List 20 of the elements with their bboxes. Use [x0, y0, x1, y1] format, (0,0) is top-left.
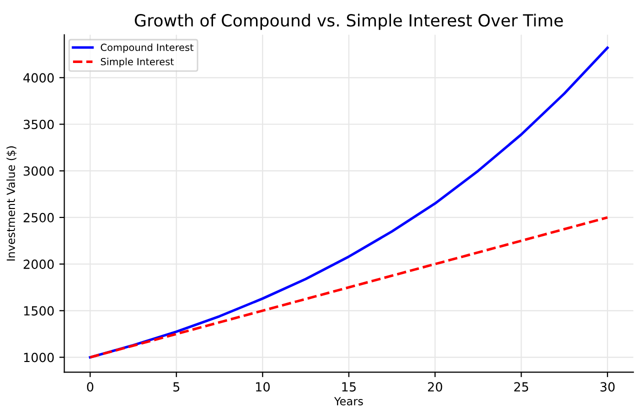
y-axis-title: Investment Value ($) — [6, 146, 17, 261]
x-tick-label: 20 — [428, 382, 442, 392]
y-tick-label: 2000 — [24, 260, 54, 269]
y-tick-label: 1500 — [24, 306, 54, 316]
line-series — [88, 216, 609, 359]
x-tick-label: 25 — [514, 382, 528, 392]
x-tick-label: 0 — [87, 382, 94, 392]
x-tick-label: 30 — [600, 382, 615, 392]
y-tick-label: 1000 — [24, 352, 54, 362]
y-tick-label: 3500 — [24, 120, 54, 130]
y-tick-label: 3000 — [24, 166, 54, 176]
legend-label: Compound Interest — [100, 44, 194, 53]
x-tick-label: 10 — [256, 382, 270, 392]
x-tick-label: 5 — [173, 382, 180, 392]
chart-title: Growth of Compound vs. Simple Interest Over Time — [134, 14, 563, 30]
y-tick-label: 2500 — [24, 212, 54, 222]
legend-label: Simple Interest — [100, 58, 174, 68]
y-tick-label: 4000 — [23, 73, 54, 83]
x-axis-title: Years — [334, 397, 363, 406]
x-tick-label: 15 — [342, 382, 356, 392]
